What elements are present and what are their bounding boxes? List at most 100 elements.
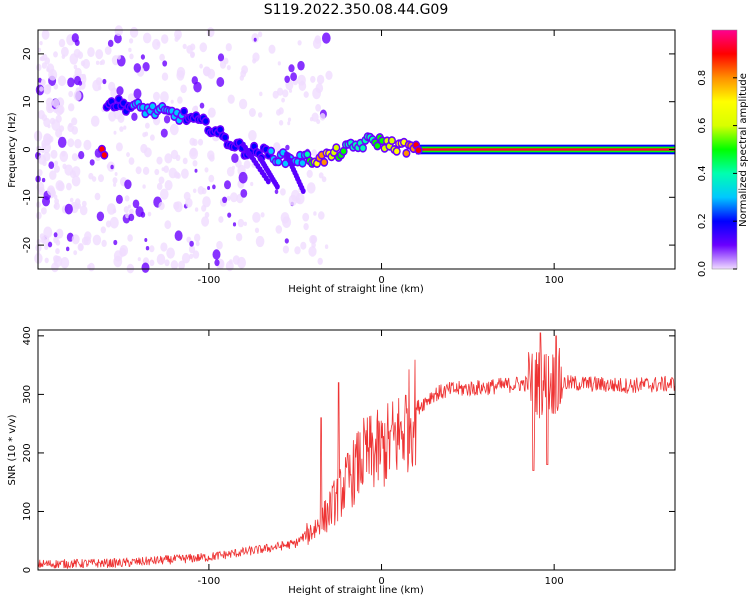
spectrogram-speckle [212, 184, 216, 190]
spectrogram-speckle [318, 211, 325, 220]
spectrogram-speckle [88, 172, 94, 180]
spectrogram-speckle [160, 91, 169, 103]
spectrogram-speckle [82, 73, 86, 79]
spectrogram-speckle [175, 154, 181, 161]
spectrogram-speckle [273, 142, 281, 153]
spectrogram-ridge-core [321, 159, 327, 166]
spectrogram-ridge-core [304, 151, 310, 158]
spectrogram-speckle [158, 176, 165, 184]
colorbar-gradient [712, 30, 737, 269]
spectrogram-speckle [69, 170, 76, 179]
spectrogram-speckle [260, 212, 265, 218]
colorbar-tick-label: 0.4 [697, 165, 708, 181]
spectrogram-speckle [325, 70, 333, 81]
spectrogram-speckle [169, 123, 179, 136]
spectrogram-speckle [113, 239, 118, 246]
spectrogram-speckle [243, 160, 251, 169]
spectrogram-speckle [100, 59, 105, 65]
spectrogram-speckle [127, 93, 135, 102]
spectrogram-speckle [144, 238, 148, 242]
spectrogram-speckle [41, 207, 47, 215]
spectrogram-speckle [164, 180, 173, 191]
spectrogram-speckle [119, 247, 127, 257]
spectrogram-speckle [117, 54, 121, 60]
spectrogram-speckle [112, 208, 117, 214]
spectrogram-speckle [308, 246, 317, 257]
spectrogram-speckle [191, 76, 198, 85]
spectrogram-speckle [144, 147, 152, 158]
spectrogram-speckle [53, 204, 57, 209]
spectrogram-speckle [58, 125, 65, 132]
spectrogram-speckle [115, 142, 123, 152]
spectrogram-speckle [57, 75, 67, 87]
spectrogram-speckle [156, 253, 166, 265]
spectrogram-speckle [115, 194, 123, 204]
colorbar: 0.0 0.2 0.4 0.6 0.8 Normalized spectral ampl… [697, 29, 749, 277]
spectrogram-speckle [284, 75, 291, 84]
spectrogram-speckle [192, 138, 198, 146]
spectrogram-ridge-core [268, 148, 274, 154]
snr-series-line [37, 332, 676, 570]
spectrogram-speckle [227, 212, 232, 218]
spectrogram-speckle [142, 184, 146, 189]
spectrogram-speckle [149, 245, 155, 253]
spectrogram-speckle [71, 153, 78, 162]
spectrogram-speckle [68, 122, 73, 128]
spectrogram-speckle [36, 63, 42, 71]
spectrogram-speckle [92, 234, 102, 246]
spectrogram-speckle [60, 257, 70, 269]
spectrogram-speckle [225, 260, 234, 272]
spectrogram-speckle [282, 216, 292, 228]
spectrogram-speckle [278, 107, 284, 115]
spectrogram-speckle [315, 104, 321, 112]
spectrogram-speckle [300, 80, 304, 85]
spectrogram-speckle [40, 79, 46, 86]
spectrogram-speckle [174, 36, 179, 42]
spectrogram-speckle [230, 192, 238, 203]
spectrogram-speckle [161, 72, 169, 81]
spectrogram-speckle [102, 78, 107, 85]
spectrogram-speckle [163, 115, 171, 124]
spectrogram-speckle [53, 255, 63, 267]
spectrogram-speckle [101, 239, 107, 247]
spectrogram-ridge-core [403, 150, 409, 157]
spectrogram-speckle [252, 58, 257, 64]
spectrogram-speckle [321, 176, 327, 183]
spectrogram-speckle [218, 216, 224, 223]
spectrogram-speckle [46, 84, 52, 91]
spectrogram-speckle [79, 205, 88, 216]
spectrogram-speckle [252, 212, 261, 223]
spectrogram-speckle [142, 132, 147, 138]
spectrogram-speckle [145, 122, 150, 129]
spectrogram-speckle [237, 256, 247, 269]
spectrogram-speckle [156, 41, 160, 46]
spectrogram-speckle [174, 201, 183, 213]
spectrogram-speckle [47, 241, 53, 248]
spectrogram-speckle [49, 170, 57, 180]
spectrogram-speckle [107, 39, 114, 48]
spectrogram-speckle [66, 246, 70, 252]
spectrogram-speckle [142, 166, 150, 175]
spectrogram-speckle [67, 138, 75, 148]
spectrogram-speckle [41, 29, 50, 40]
spectrogram-speckle [182, 43, 187, 50]
spectrogram-speckle [313, 211, 317, 216]
spectrogram-speckle [71, 117, 78, 126]
spectrogram-speckle [161, 34, 169, 44]
spectrogram-speckle [208, 154, 215, 162]
spectrogram-speckle [317, 257, 323, 265]
spectrogram-speckle [225, 43, 232, 52]
snr-y-label: SNR (10 * v/v) [7, 414, 18, 485]
spectrogram-speckle [316, 74, 325, 85]
spectrogram-speckle [214, 259, 220, 267]
spectrogram-speckle [227, 94, 235, 104]
y-tick-label: 20 [22, 48, 33, 61]
spectrogram-ridge-core [181, 108, 187, 115]
spectrogram-speckle [181, 168, 189, 179]
spectrogram-ridge-core [389, 137, 395, 144]
spectrogram-speckle [71, 234, 80, 245]
spectrogram-speckle [128, 208, 134, 215]
spectrogram-speckle [238, 171, 248, 184]
y-tick-label: 10 [22, 95, 33, 108]
spectrogram-speckle [98, 174, 104, 183]
